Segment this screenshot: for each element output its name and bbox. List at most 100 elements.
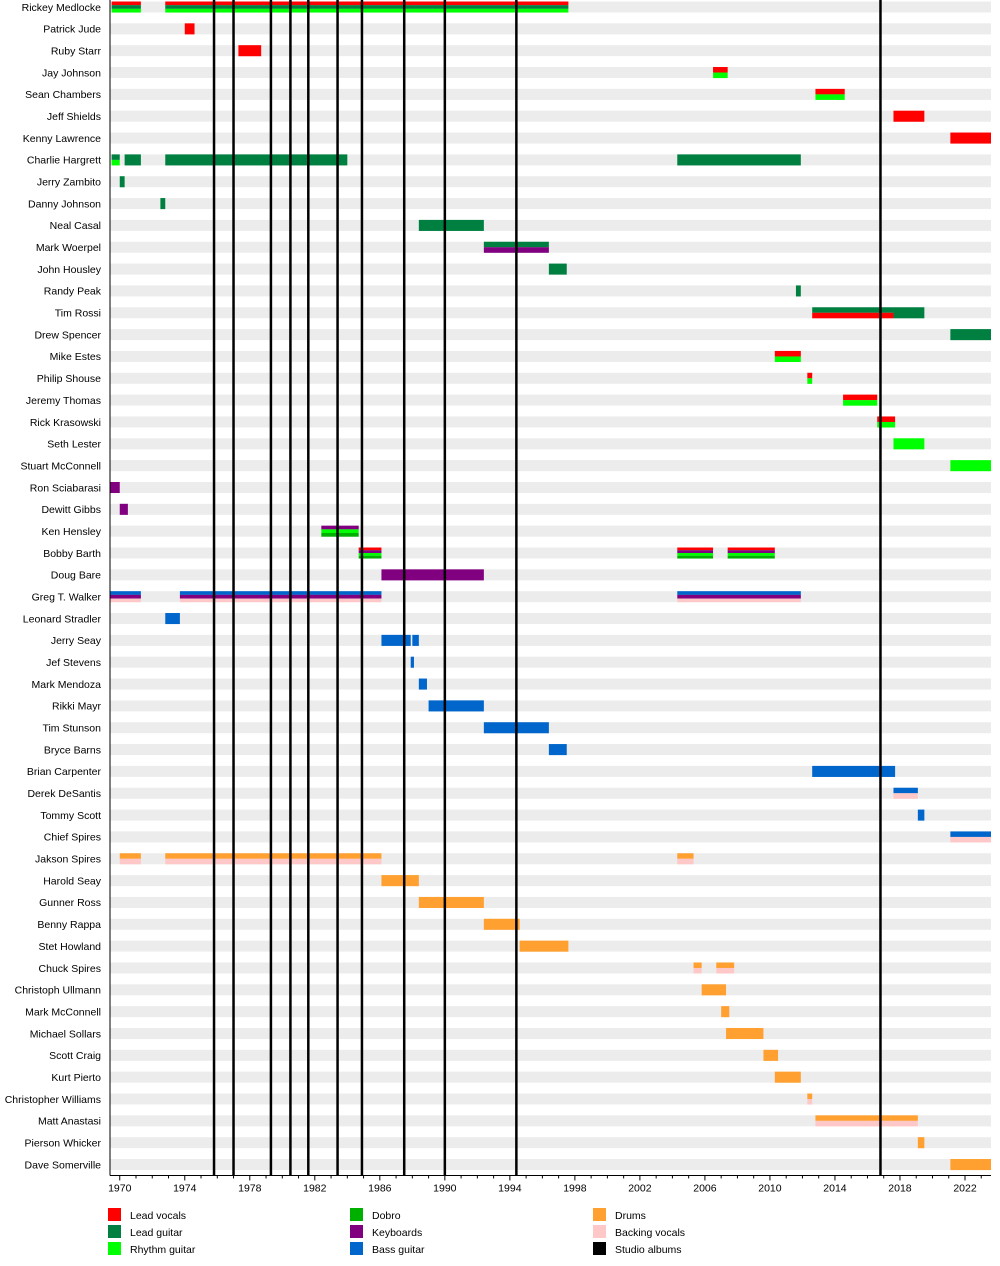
- member-bar-lead-vocals: [358, 547, 382, 551]
- legend-swatch-studio-albums: [593, 1242, 606, 1255]
- row-stripe: [110, 634, 991, 646]
- member-bar-keyboards: [110, 481, 120, 494]
- member-name: Mike Estes: [50, 351, 101, 363]
- legend-label: Keyboards: [372, 1227, 422, 1239]
- row-stripe: [110, 1049, 991, 1061]
- member-name: Jakson Spires: [35, 854, 101, 866]
- member-name: Randy Peak: [44, 286, 102, 298]
- row-stripe: [110, 154, 991, 166]
- member-bar-rhythm-guitar: [877, 421, 896, 428]
- x-tick-label: 2014: [823, 1182, 847, 1194]
- x-tick-label: 1990: [433, 1182, 457, 1194]
- legend-swatch-dobro: [350, 1208, 363, 1221]
- row-stripe: [110, 45, 991, 57]
- member-bar-lead-vocals: [165, 1, 569, 6]
- row-stripe: [110, 525, 991, 537]
- member-bar-lead-vocals: [807, 372, 813, 379]
- member-bar-drums: [483, 918, 520, 930]
- member-bar-backing-vocals: [716, 967, 735, 974]
- member-name: Bryce Barns: [44, 744, 101, 756]
- member-bar-drums: [677, 853, 694, 859]
- row-stripe: [110, 1027, 991, 1039]
- legend-label: Backing vocals: [615, 1227, 685, 1239]
- member-bar-lead-guitar: [160, 198, 166, 210]
- member-name: Gunner Ross: [39, 897, 101, 909]
- member-bar-keyboards: [381, 569, 484, 581]
- member-name: Mark Woerpel: [36, 242, 101, 254]
- member-name: Brian Carpenter: [27, 766, 102, 778]
- row-stripe: [110, 307, 991, 319]
- legend-label: Bass guitar: [372, 1244, 425, 1256]
- member-bar-keyboards: [119, 503, 128, 515]
- member-bar-bass-guitar: [410, 656, 414, 668]
- row-stripe: [110, 569, 991, 581]
- x-tick-label: 2018: [888, 1182, 912, 1194]
- row-stripe: [110, 67, 991, 79]
- member-bar-lead-guitar: [165, 5, 569, 9]
- row-stripe: [110, 241, 991, 253]
- member-bar-rhythm-guitar: [727, 553, 775, 556]
- member-bar-backing-vocals: [165, 858, 382, 865]
- member-name: Ruby Starr: [51, 45, 102, 57]
- row-stripe: [110, 613, 991, 625]
- member-name: Kurt Pierto: [51, 1072, 101, 1084]
- member-bar-rhythm-guitar: [713, 72, 728, 79]
- member-bar-drums: [716, 962, 735, 969]
- member-name: Mark McConnell: [25, 1006, 101, 1018]
- legend: Lead vocals Lead guitar Rhythm guitar Dobro…: [108, 1208, 685, 1256]
- member-bar-rhythm-guitar: [111, 159, 120, 166]
- member-bar-drums: [418, 896, 484, 908]
- member-bar-lead-vocals: [877, 416, 896, 423]
- member-name: Dave Somerville: [25, 1159, 102, 1171]
- row-stripe: [110, 219, 991, 231]
- row-stripe: [110, 1071, 991, 1083]
- member-name: Bobby Barth: [43, 548, 101, 560]
- row-stripe: [110, 23, 991, 35]
- member-name: Drew Spencer: [34, 329, 101, 341]
- member-bar-backing-vocals: [893, 793, 918, 799]
- member-bar-backing-vocals: [119, 858, 141, 865]
- x-tick-label: 1974: [173, 1182, 197, 1194]
- member-bar-bass-guitar: [412, 634, 419, 646]
- member-bar-backing-vocals: [950, 836, 991, 843]
- member-bar-drums: [381, 875, 419, 887]
- row-stripe: [110, 394, 991, 406]
- member-bar-backing-vocals: [693, 967, 702, 974]
- member-name: Rikki Mayr: [52, 701, 102, 713]
- member-bar-rhythm-guitar: [893, 438, 925, 450]
- row-stripe: [110, 350, 991, 362]
- x-axis: 1970 1974 1978 1982 1986 1990 1994 1998 2002 2006…: [108, 0, 991, 1194]
- member-bar-lead-guitar: [165, 154, 348, 166]
- legend-swatch-drums: [593, 1208, 606, 1221]
- member-bar-lead-vocals: [677, 547, 714, 551]
- member-bar-lead-vocals: [843, 394, 878, 401]
- member-bar-drums: [721, 1006, 730, 1018]
- member-bar-rhythm-guitar: [807, 378, 813, 384]
- member-bar-dobro: [727, 555, 775, 559]
- member-name: Dewitt Gibbs: [41, 504, 101, 516]
- member-name-labels: Rickey Medlocke Patrick Jude Ruby Starr Jay…: [5, 2, 102, 1172]
- x-tick-label: 2002: [628, 1182, 652, 1194]
- legend-swatch-bass-guitar: [350, 1242, 363, 1255]
- member-name: Kenny Lawrence: [23, 133, 101, 145]
- member-name: Jeff Shields: [47, 111, 101, 123]
- member-name: Derek DeSantis: [27, 788, 101, 800]
- member-bar-lead-guitar: [795, 285, 801, 297]
- legend-label: Dobro: [372, 1210, 401, 1222]
- member-bar-bass-guitar: [893, 787, 918, 794]
- member-bar-keyboards: [727, 550, 775, 554]
- member-bar-rhythm-guitar: [843, 400, 878, 406]
- member-bar-bass-guitar: [812, 765, 896, 777]
- member-bar-bass-guitar: [381, 634, 411, 646]
- row-stripe: [110, 809, 991, 821]
- member-name: Rickey Medlocke: [22, 2, 102, 14]
- member-bar-drums: [763, 1049, 779, 1061]
- member-bar-lead-vocals: [713, 67, 728, 73]
- member-bar-lead-vocals: [111, 1, 141, 6]
- row-stripe: [110, 372, 991, 384]
- member-bar-backing-vocals: [815, 1120, 918, 1127]
- x-tick-label: 1994: [498, 1182, 522, 1194]
- row-stripe: [110, 765, 991, 777]
- x-tick-label: 1970: [108, 1182, 132, 1194]
- row-stripe: [110, 722, 991, 734]
